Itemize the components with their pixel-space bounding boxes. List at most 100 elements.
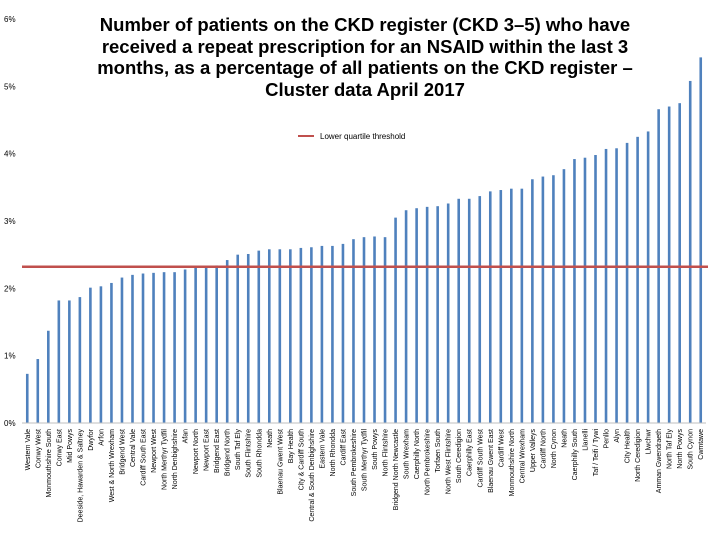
x-axis: Western Vale Conwy West Monmouthshire Sout… — [22, 422, 706, 523]
bar — [594, 155, 597, 423]
category-label: Llanelli — [582, 429, 589, 451]
category-label: Deeside, Hawarden & Saltney — [77, 429, 84, 523]
category-label: Cardiff East — [340, 429, 347, 465]
bar — [678, 103, 681, 424]
category-label: Arfon — [98, 429, 105, 446]
bar — [289, 249, 292, 423]
category-label: Cardiff West — [498, 429, 505, 467]
category-label: Dwyfor — [88, 428, 95, 450]
category-label: Neath — [561, 429, 568, 448]
bar — [436, 206, 439, 423]
category-label: South Ceredigion — [456, 429, 463, 483]
category-label: City Health — [625, 429, 632, 463]
bar — [183, 269, 187, 423]
bar — [688, 80, 692, 424]
bar — [310, 247, 313, 423]
bar — [257, 250, 261, 423]
category-label: Monmouthshire North — [509, 429, 516, 496]
bar — [425, 206, 429, 423]
bar — [562, 169, 566, 423]
category-label: Central Wrexham — [519, 429, 526, 484]
category-label: Taf / Teifi / Tywi — [593, 429, 600, 477]
bar — [352, 239, 355, 423]
bar — [110, 282, 113, 423]
category-label: Afan — [183, 429, 190, 444]
bar — [99, 286, 103, 423]
category-label: Cardiff South West — [477, 429, 484, 488]
category-label: North Rhondda — [330, 429, 337, 477]
bar — [531, 179, 534, 423]
chart-title: Number of patients on the CKD register (… — [97, 14, 633, 100]
category-label: Mid Powys — [67, 429, 74, 463]
category-label: Neath — [267, 429, 274, 448]
bar — [89, 287, 92, 423]
category-label: Bridgend West — [119, 429, 126, 475]
bar — [47, 330, 50, 423]
category-label: Amman Gwendraeth — [656, 429, 663, 493]
category-label: North West Flintshire — [446, 429, 453, 494]
bar — [236, 254, 240, 423]
bar — [667, 106, 671, 424]
category-label: Bridgend North — [225, 429, 232, 476]
bar — [541, 176, 545, 423]
category-label: Conwy East — [56, 429, 63, 466]
category-label: South Wrexham — [404, 429, 411, 479]
bar — [68, 300, 71, 423]
bar — [331, 245, 334, 423]
legend: Lower quartile threshold — [298, 130, 405, 142]
bar — [415, 208, 418, 423]
y-tick-label: 6% — [4, 15, 16, 24]
category-label: South Merthyr Tydfil — [362, 429, 369, 492]
bar — [446, 203, 450, 423]
bar — [552, 175, 555, 423]
y-tick-label: 2% — [4, 284, 16, 293]
y-axis: 0% 1% 2% 3% 4% 5% 6% — [4, 15, 16, 428]
category-label: Cardiff North — [540, 429, 547, 469]
category-label: Bridgend North Newcastle — [393, 429, 400, 510]
category-label: Cwmtawe — [698, 429, 705, 460]
bar — [267, 249, 271, 423]
category-label: North Taf Ely — [667, 429, 674, 469]
bar — [162, 272, 166, 423]
bar — [173, 272, 176, 423]
y-tick-label: 3% — [4, 217, 16, 226]
bar — [36, 359, 40, 423]
category-label: South Rhondda — [256, 429, 263, 478]
bar — [25, 373, 29, 423]
bar — [152, 272, 155, 423]
category-label: South Cynon — [688, 429, 695, 470]
bar — [204, 266, 208, 423]
category-label: Caerphilly East — [467, 429, 474, 476]
bar — [246, 253, 250, 423]
bar — [373, 236, 376, 423]
bar — [488, 191, 492, 423]
bar — [57, 300, 61, 423]
category-label: North Ceredigion — [635, 429, 642, 482]
bar — [615, 148, 618, 423]
category-label: Central Vale — [130, 429, 137, 467]
category-label: Bay Health — [288, 429, 295, 463]
bar — [583, 157, 587, 423]
y-tick-label: 1% — [4, 352, 16, 361]
bar — [225, 260, 229, 423]
category-label: City & Cardiff South — [298, 429, 305, 490]
legend-swatch-threshold — [298, 135, 314, 137]
bar — [320, 245, 324, 423]
category-label: West & North Wrexham — [109, 429, 116, 502]
bar — [573, 159, 576, 423]
category-label: South Powys — [372, 429, 379, 470]
category-label: Central & South Denbighshire — [309, 429, 316, 522]
bar — [646, 131, 650, 424]
bar — [699, 57, 703, 423]
category-label: Penllo — [604, 429, 611, 449]
category-label: North Denbighshire — [172, 429, 179, 489]
bar — [299, 247, 303, 423]
bar — [625, 142, 629, 424]
category-label: South Flintshire — [246, 429, 253, 478]
bar — [394, 217, 397, 423]
bar — [141, 273, 145, 423]
category-label: Caerphilly South — [572, 429, 579, 480]
bar — [194, 266, 197, 423]
category-label: Monmouthshire South — [46, 429, 53, 498]
